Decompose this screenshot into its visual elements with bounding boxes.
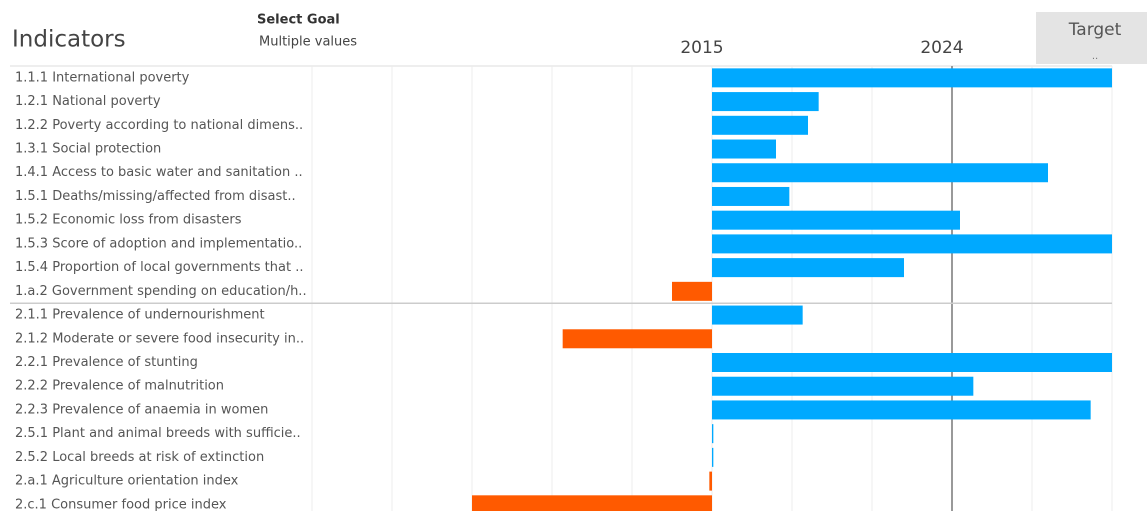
row-label: 2.2.1 Prevalence of stunting [15, 355, 198, 370]
bar [709, 471, 712, 491]
bar [712, 258, 904, 278]
bar [712, 353, 1112, 372]
bar [712, 447, 714, 467]
row-label: 1.3.1 Social protection [15, 142, 161, 157]
row-label: 2.5.1 Plant and animal breeds with suffi… [15, 426, 301, 441]
row-label: 2.1.2 Moderate or severe food insecurity… [15, 331, 304, 346]
row-label: 1.2.2 Poverty according to national dime… [15, 118, 303, 133]
row-label: 2.a.1 Agriculture orientation index [15, 474, 239, 489]
row-label: 1.5.3 Score of adoption and implementati… [15, 236, 302, 251]
bar [712, 68, 1112, 88]
bar [712, 234, 1112, 254]
target-box[interactable] [1036, 12, 1147, 64]
bar [712, 92, 819, 112]
bar [712, 186, 790, 206]
row-label: 1.a.2 Government spending on education/h… [15, 284, 307, 299]
target-label: Target [1068, 20, 1122, 40]
bar [712, 115, 808, 135]
bar [472, 495, 712, 511]
bar [672, 281, 712, 301]
filter-value[interactable]: Multiple values [259, 35, 357, 50]
target-value: .. [1092, 51, 1098, 62]
row-label: 2.c.1 Consumer food price index [15, 497, 227, 511]
bar [712, 210, 960, 230]
bar [562, 329, 712, 349]
bar [712, 139, 776, 159]
row-label: 1.5.1 Deaths/missing/affected from disas… [15, 189, 296, 204]
row-label: 1.2.1 National poverty [15, 94, 161, 109]
row-label: 1.5.2 Economic loss from disasters [15, 213, 242, 228]
row-label: 1.4.1 Access to basic water and sanitati… [15, 165, 303, 180]
row-label: 2.1.1 Prevalence of undernourishment [15, 308, 265, 323]
bar [712, 376, 974, 396]
bar [712, 400, 1091, 420]
bar [712, 424, 714, 444]
x-tick-label: 2024 [920, 38, 963, 58]
row-label: 1.1.1 International poverty [15, 70, 190, 85]
row-label: 2.5.2 Local breeds at risk of extinction [15, 450, 264, 465]
bar [712, 163, 1048, 183]
filter-label: Select Goal [257, 13, 340, 28]
row-label: 2.2.2 Prevalence of malnutrition [15, 379, 224, 394]
row-label: 1.5.4 Proportion of local governments th… [15, 260, 303, 275]
chart-title: Indicators [12, 27, 126, 53]
x-tick-label: 2015 [680, 38, 723, 58]
row-label: 2.2.3 Prevalence of anaemia in women [15, 402, 268, 417]
bar [712, 305, 803, 325]
